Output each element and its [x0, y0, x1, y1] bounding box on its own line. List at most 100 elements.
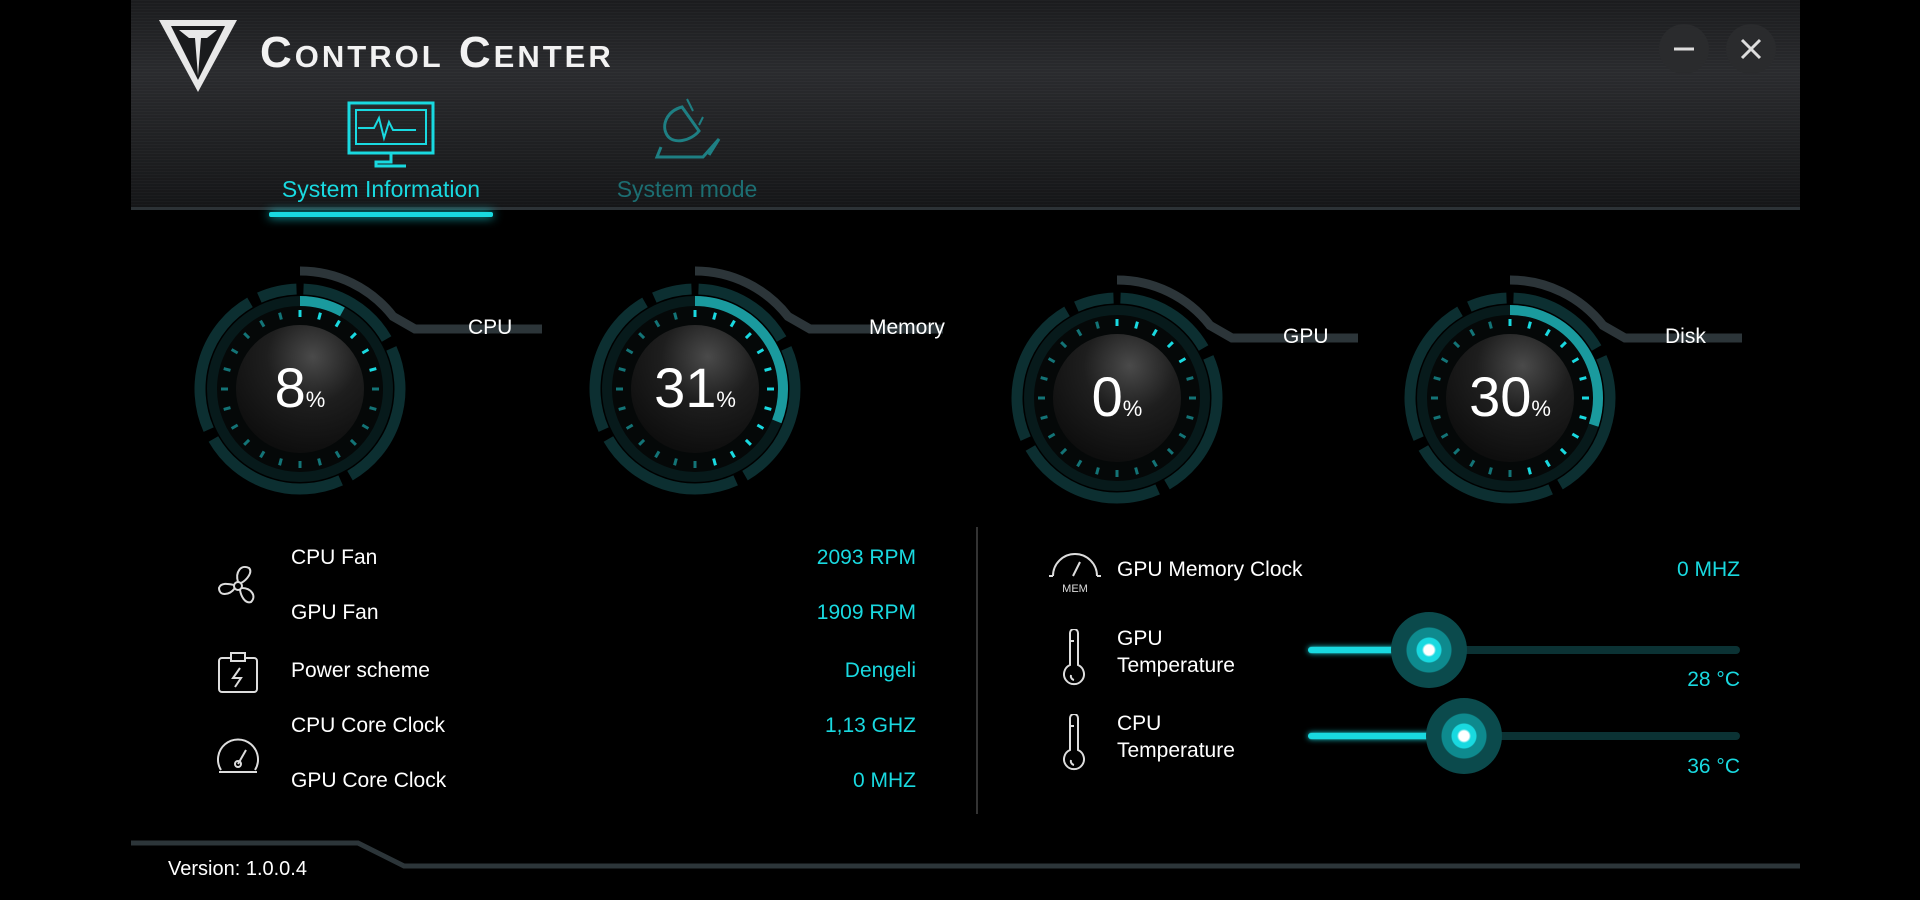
thermometer-icon	[1063, 714, 1085, 771]
gpu-memory-gauge-icon: MEM	[1049, 553, 1101, 594]
app-title: Control Center	[260, 28, 614, 77]
info-label: GPU Fan	[291, 601, 379, 624]
info-value: 2093 RPM	[816, 546, 916, 569]
gauge-tick	[1469, 328, 1476, 337]
gauge-tick	[349, 438, 357, 446]
column-divider	[976, 527, 978, 814]
temperature-knob	[1425, 698, 1502, 774]
gauge-tick	[744, 438, 752, 446]
info-value: 0 MHZ	[853, 769, 916, 792]
minimize-button[interactable]	[1659, 24, 1709, 74]
monitor-pulse-icon	[347, 101, 435, 168]
system-mode-icon	[654, 98, 721, 159]
info-label: GPU Core Clock	[291, 769, 447, 792]
gauge-connector-line	[299, 266, 542, 334]
gauge-gpu	[1011, 275, 1358, 504]
gauges-area	[194, 266, 1742, 504]
gauge-tick	[712, 312, 717, 320]
gauge-tick	[259, 450, 266, 459]
gauge-label: CPU	[468, 316, 513, 339]
temp-label-line2: Temperature	[1117, 654, 1235, 677]
gauge-disk	[1404, 275, 1742, 504]
gauge-memory	[589, 266, 943, 495]
gauge-connector-line	[694, 266, 943, 334]
gauge-tick	[334, 450, 341, 459]
gauge-tick	[1579, 376, 1587, 381]
gauge-unit: %	[1122, 396, 1143, 421]
gauge-unit: %	[716, 387, 736, 412]
temperature-fill	[1308, 733, 1464, 739]
gauge-outer-ring	[1074, 292, 1114, 312]
info-label: CPU Fan	[291, 546, 378, 569]
gauge-tick	[654, 319, 661, 328]
gauge-tick	[1440, 432, 1449, 439]
temperature-knob	[1390, 612, 1467, 688]
header: Control Center System Information System	[131, 0, 1800, 217]
tab-system-information[interactable]: System Information	[231, 100, 531, 217]
gauge-tick	[1134, 321, 1139, 329]
gauge-tick	[1527, 467, 1532, 475]
gauge-tick	[1559, 341, 1567, 349]
logo-icon	[159, 20, 237, 92]
gauge-tick	[1060, 341, 1068, 349]
gpu-memory-clock-label: GPU Memory Clock	[1117, 558, 1303, 581]
info-value: Dengeli	[844, 659, 916, 682]
gauge-outer-ring	[603, 436, 738, 495]
gauge-outer-ring	[208, 436, 343, 495]
gauge-unit: %	[305, 387, 326, 412]
gauge-tick	[1544, 328, 1551, 337]
gauge-outer-ring	[589, 297, 648, 432]
gauge-tick	[712, 458, 717, 466]
gauge-tick	[1134, 467, 1139, 475]
gauge-tick	[1151, 328, 1158, 337]
gauge-number: 8	[274, 356, 306, 419]
temperature-label: CPU Temperature	[1117, 710, 1235, 764]
gauge-number: 31	[654, 356, 717, 419]
tab-label: System mode	[616, 176, 758, 202]
gauge-tick	[369, 406, 377, 411]
gauge-tick	[1047, 357, 1056, 364]
gauge-tick	[1095, 321, 1100, 329]
gauge-tick	[243, 438, 251, 446]
gauge-outer-ring	[1418, 445, 1553, 504]
gauge-number: 30	[1469, 365, 1532, 428]
gauge-face	[631, 325, 759, 453]
gauge-tick	[729, 450, 736, 459]
gauge-tick	[1047, 432, 1056, 439]
gauge-tick	[223, 367, 231, 372]
gauge-tick	[764, 406, 772, 411]
gauge-unit: %	[1531, 396, 1551, 421]
gauge-value: 0%	[1037, 364, 1197, 429]
gauge-outer-ring	[347, 346, 406, 481]
active-tab-indicator	[269, 212, 493, 217]
gauge-tick	[673, 458, 678, 466]
gauge-tick	[1559, 447, 1567, 455]
gauge-tick	[1433, 376, 1441, 381]
tab-label: System Information	[281, 176, 481, 202]
gauge-outer-ring	[698, 283, 787, 342]
gauge-value: 30%	[1430, 364, 1590, 429]
close-button[interactable]	[1726, 24, 1776, 74]
gauge-label: Disk	[1665, 325, 1706, 348]
gauge-outer-ring	[257, 283, 297, 303]
gauge-tick	[230, 423, 239, 430]
gauge-tick	[1040, 415, 1048, 420]
gauge-connector-line	[1116, 275, 1358, 343]
gauge-tick	[1571, 432, 1580, 439]
gauge-outer-ring	[1467, 292, 1507, 312]
temp-label-line1: CPU	[1117, 712, 1162, 735]
tab-system-mode[interactable]: System mode	[537, 95, 837, 205]
gauge-outer-ring	[1557, 355, 1616, 490]
gauge-tick	[1076, 459, 1083, 468]
gauge-tick	[369, 367, 377, 372]
gauge-number: 0	[1091, 365, 1123, 428]
thermometer-icon	[1063, 629, 1085, 686]
gauge-tick	[1544, 459, 1551, 468]
gauge-tick	[1178, 432, 1187, 439]
minimize-icon	[1674, 47, 1694, 51]
gauge-tick	[1433, 415, 1441, 420]
gauge-tick	[618, 367, 626, 372]
info-value: 1909 RPM	[816, 601, 916, 624]
gauge-outer-ring	[194, 297, 253, 432]
gauge-tick	[1488, 467, 1493, 475]
